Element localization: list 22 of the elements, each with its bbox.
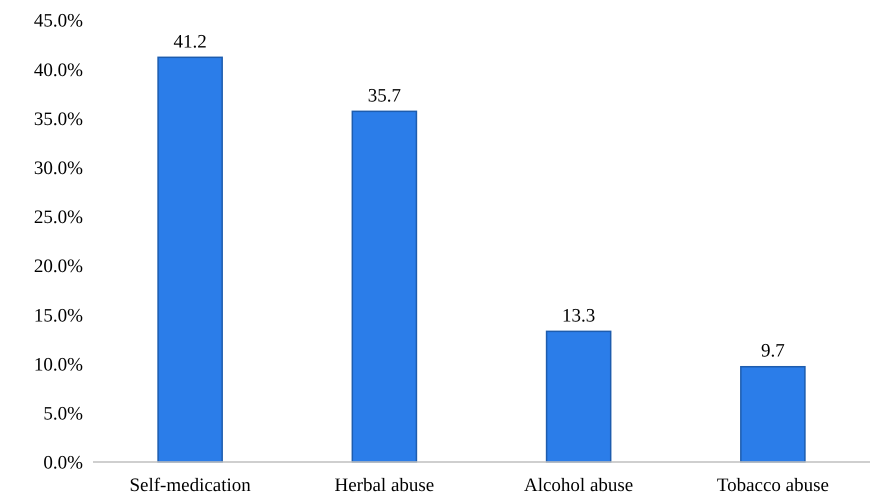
x-tick-label: Tobacco abuse [716, 475, 829, 496]
data-label: 35.7 [368, 85, 401, 106]
y-tick-label: 30.0% [34, 158, 84, 179]
y-tick-label: 0.0% [43, 452, 84, 474]
x-tick-label: Self-medication [129, 475, 252, 496]
y-tick-label: 25.0% [34, 207, 84, 228]
y-tick-label: 5.0% [43, 404, 84, 425]
x-tick-label: Herbal abuse [334, 475, 434, 496]
y-tick-label: 35.0% [34, 108, 84, 130]
y-tick-label: 40.0% [34, 60, 84, 81]
y-tick-label: 10.0% [34, 354, 84, 376]
data-label: 41.2 [174, 31, 207, 52]
y-tick-label: 45.0% [34, 10, 84, 32]
bar [352, 110, 418, 463]
y-tick-label: 15.0% [34, 305, 84, 326]
y-tick-label: 20.0% [34, 256, 84, 278]
data-label: 9.7 [761, 340, 785, 362]
bar [157, 56, 223, 463]
data-label: 13.3 [562, 305, 596, 326]
x-tick-label: Alcohol abuse [524, 475, 634, 496]
bar [546, 330, 612, 463]
bar [740, 366, 806, 463]
